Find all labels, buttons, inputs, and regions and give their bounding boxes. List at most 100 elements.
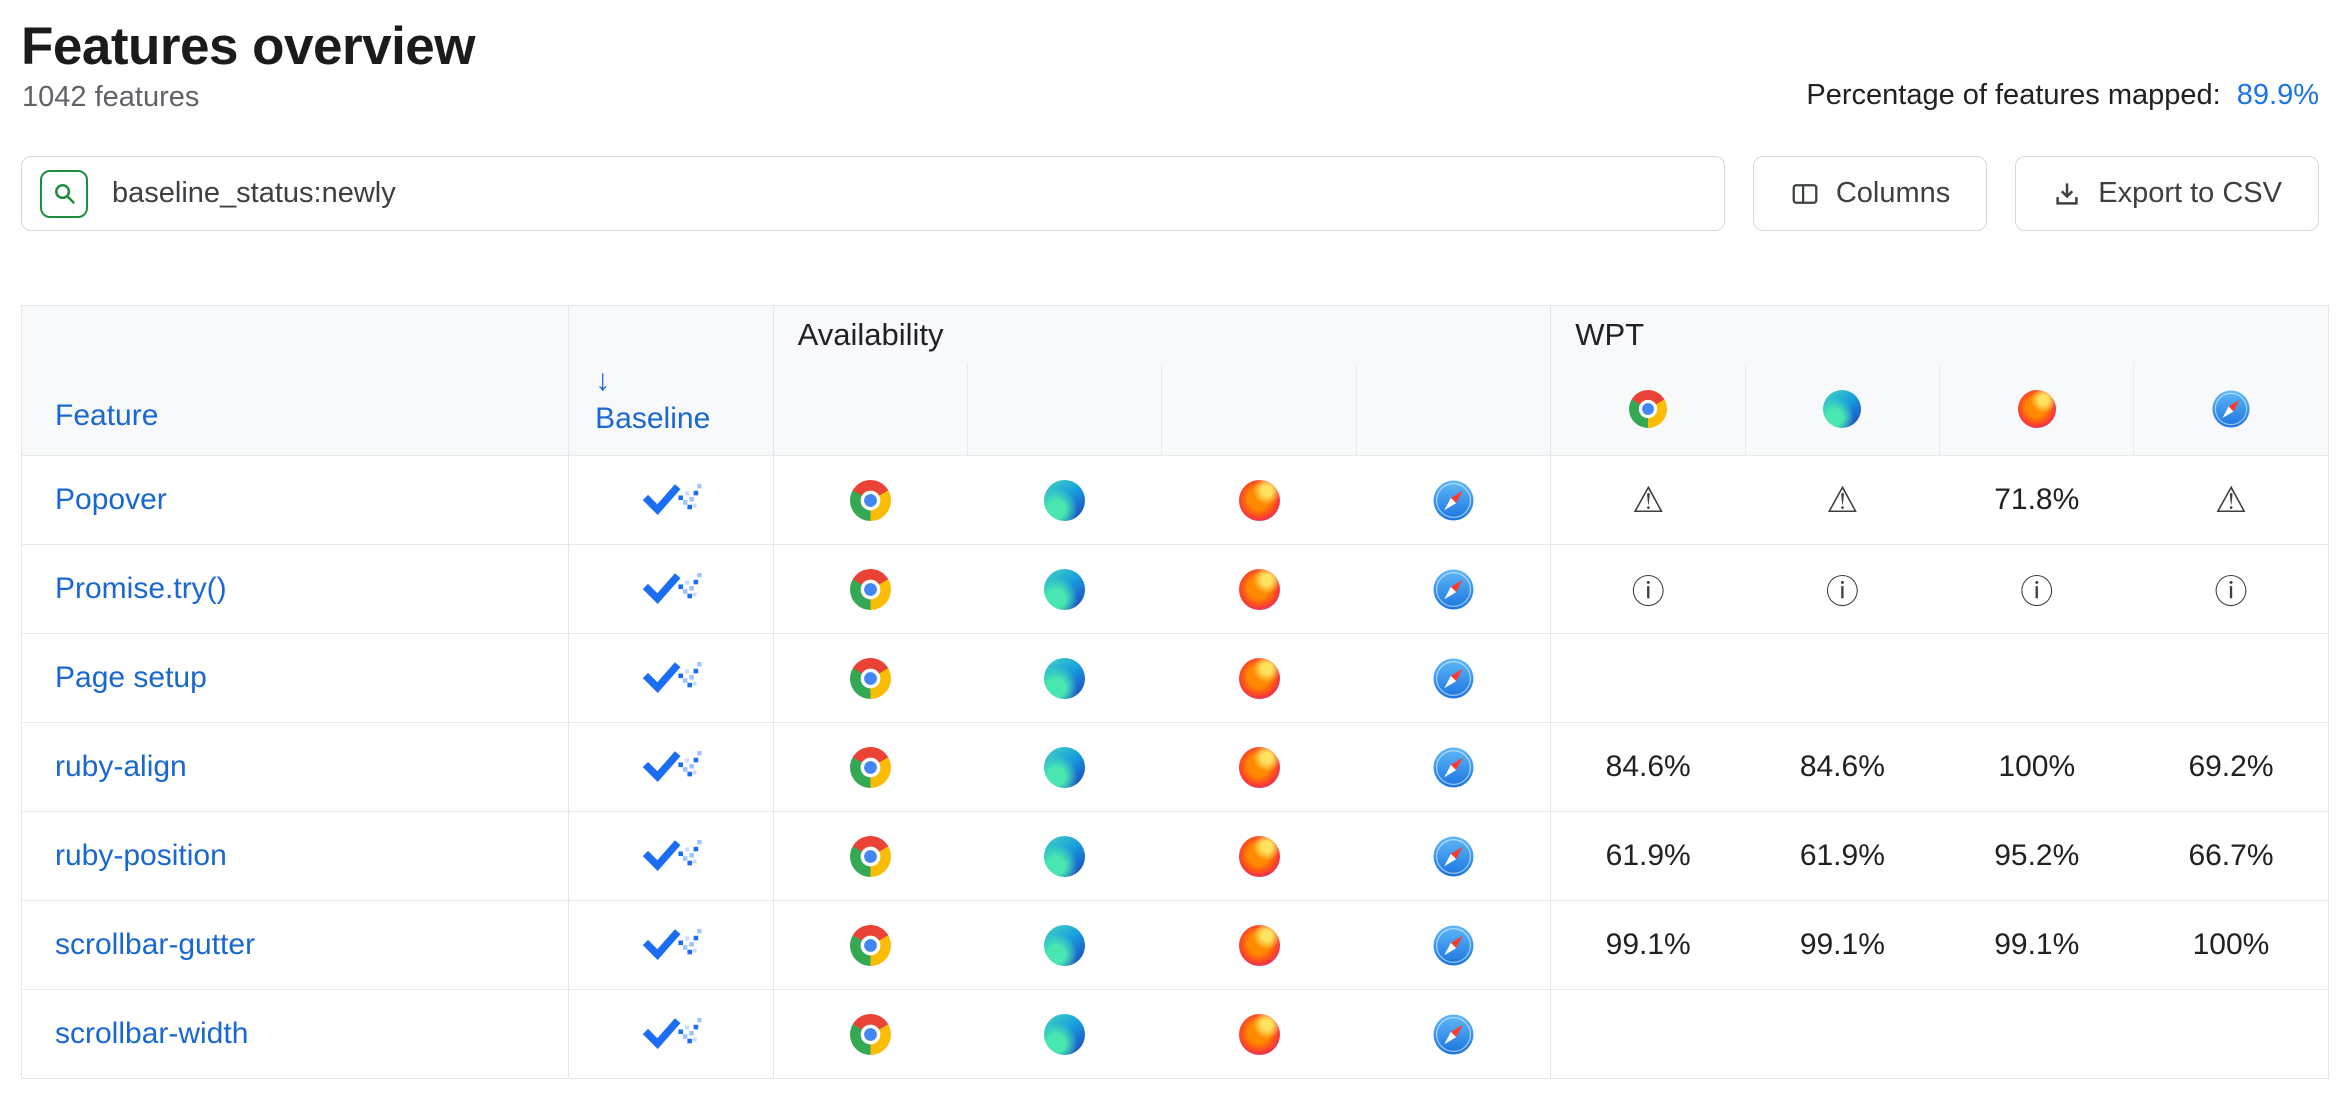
wpt-score: 84.6% <box>1605 750 1691 783</box>
baseline-newly-icon <box>640 836 702 871</box>
wpt-score: 99.1% <box>1605 928 1691 961</box>
chrome-icon <box>850 746 892 788</box>
export-csv-button-label: Export to CSV <box>2098 177 2282 209</box>
firefox-icon <box>1238 568 1280 610</box>
availability-subheader <box>967 363 1162 456</box>
table-row: Promise.try() ⓘ ⓘ ⓘ ⓘ <box>21 544 2329 634</box>
chrome-icon <box>850 479 892 521</box>
table-row: scrollbar-gutter 99.1% 99.1% 99.1% 100% <box>21 900 2329 990</box>
availability-subheader <box>1161 363 1357 456</box>
table-row: ruby-position 61.9% 61.9% 95.2% 66.7% <box>21 811 2329 901</box>
edge-icon <box>1044 835 1086 877</box>
safari-icon <box>1433 836 1474 877</box>
safari-icon <box>2212 390 2250 428</box>
wpt-score: 100% <box>2192 928 2270 961</box>
table-group-header-row: Feature ↓ Baseline Availability WPT <box>21 305 2329 456</box>
edge-icon <box>1044 746 1086 788</box>
search-box[interactable] <box>21 156 1725 231</box>
safari-icon <box>1433 925 1474 966</box>
table-row: Page setup <box>21 633 2329 723</box>
availability-group-header: Availability <box>773 305 1552 363</box>
firefox-icon <box>2017 390 2056 428</box>
firefox-icon <box>1238 924 1280 966</box>
warning-icon: ⚠ <box>2214 479 2248 520</box>
firefox-icon <box>1238 479 1280 521</box>
wpt-score <box>2134 634 2329 723</box>
wpt-score: 100% <box>1998 750 2076 783</box>
page-header: Features overview 1042 features Percenta… <box>21 10 2319 114</box>
wpt-score <box>1940 990 2134 1079</box>
chrome-icon <box>850 835 892 877</box>
firefox-icon <box>1238 657 1280 699</box>
wpt-score: 61.9% <box>1605 839 1691 872</box>
edge-icon <box>1044 479 1086 521</box>
wpt-score: 95.2% <box>1994 839 2080 872</box>
download-icon <box>2052 179 2082 209</box>
firefox-icon <box>1238 1013 1280 1055</box>
wpt-score: 69.2% <box>2188 750 2274 783</box>
availability-subheader <box>773 363 968 456</box>
feature-link[interactable]: scrollbar-gutter <box>55 928 256 961</box>
toolbar: Columns Export to CSV <box>21 156 2319 231</box>
chrome-icon <box>850 568 892 610</box>
wpt-chrome-header <box>1550 363 1746 456</box>
baseline-newly-icon <box>640 658 702 693</box>
firefox-icon <box>1238 835 1280 877</box>
safari-icon <box>1433 658 1474 699</box>
feature-link[interactable]: ruby-position <box>55 839 227 872</box>
wpt-score: 84.6% <box>1799 750 1885 783</box>
features-table: Feature ↓ Baseline Availability WPT <box>21 305 2329 1079</box>
wpt-score: 99.1% <box>1994 928 2080 961</box>
baseline-newly-icon <box>640 569 702 604</box>
mapped-percentage: Percentage of features mapped: 89.9% <box>1806 79 2319 114</box>
safari-icon <box>1433 480 1474 521</box>
chrome-icon <box>850 924 892 966</box>
info-icon: ⓘ <box>1631 573 1665 610</box>
baseline-newly-icon <box>640 1014 702 1049</box>
edge-icon <box>1044 1013 1086 1055</box>
feature-link[interactable]: Page setup <box>55 661 207 694</box>
wpt-score <box>1745 634 1939 723</box>
availability-subheader <box>1355 363 1552 456</box>
columns-button[interactable]: Columns <box>1752 156 1988 231</box>
export-csv-button[interactable]: Export to CSV <box>2015 156 2319 231</box>
info-icon: ⓘ <box>1825 573 1859 610</box>
wpt-score <box>1940 634 2134 723</box>
wpt-score: 71.8% <box>1994 483 2080 516</box>
wpt-score: 99.1% <box>1799 928 1885 961</box>
mapped-percentage-label: Percentage of features mapped: <box>1806 79 2221 111</box>
warning-icon: ⚠ <box>1826 479 1859 520</box>
search-icon <box>40 169 88 218</box>
table-row: scrollbar-width <box>21 989 2329 1079</box>
info-icon: ⓘ <box>2214 573 2248 610</box>
safari-icon <box>1433 1014 1474 1055</box>
edge-icon <box>1044 657 1086 699</box>
feature-link[interactable]: Popover <box>55 483 167 516</box>
columns-icon <box>1790 179 1820 209</box>
edge-icon <box>1044 924 1086 966</box>
wpt-score <box>1745 990 1939 1079</box>
baseline-newly-icon <box>640 925 702 960</box>
mapped-percentage-value[interactable]: 89.9% <box>2236 79 2319 111</box>
wpt-safari-header <box>2133 363 2329 456</box>
feature-column-header[interactable]: Feature <box>21 305 570 456</box>
wpt-edge-header <box>1744 363 1940 456</box>
table-sub-header-row <box>22 363 2329 456</box>
safari-icon <box>1433 569 1474 610</box>
feature-link[interactable]: scrollbar-width <box>55 1017 249 1050</box>
wpt-score: 61.9% <box>1799 839 1885 872</box>
chrome-icon <box>850 657 892 699</box>
edge-icon <box>1044 568 1086 610</box>
chrome-icon <box>1628 390 1667 428</box>
baseline-newly-icon <box>640 747 702 782</box>
wpt-group-header: WPT <box>1550 305 2329 363</box>
baseline-column-header[interactable]: ↓ Baseline <box>568 305 774 456</box>
page-title: Features overview <box>21 17 476 76</box>
feature-link[interactable]: Promise.try() <box>55 572 227 605</box>
safari-icon <box>1433 747 1474 788</box>
features-overview-page: Features overview 1042 features Percenta… <box>21 10 2329 1079</box>
search-input[interactable] <box>110 176 1706 211</box>
wpt-firefox-header <box>1939 363 2134 456</box>
feature-link[interactable]: ruby-align <box>55 750 187 783</box>
wpt-score <box>1551 634 1745 723</box>
